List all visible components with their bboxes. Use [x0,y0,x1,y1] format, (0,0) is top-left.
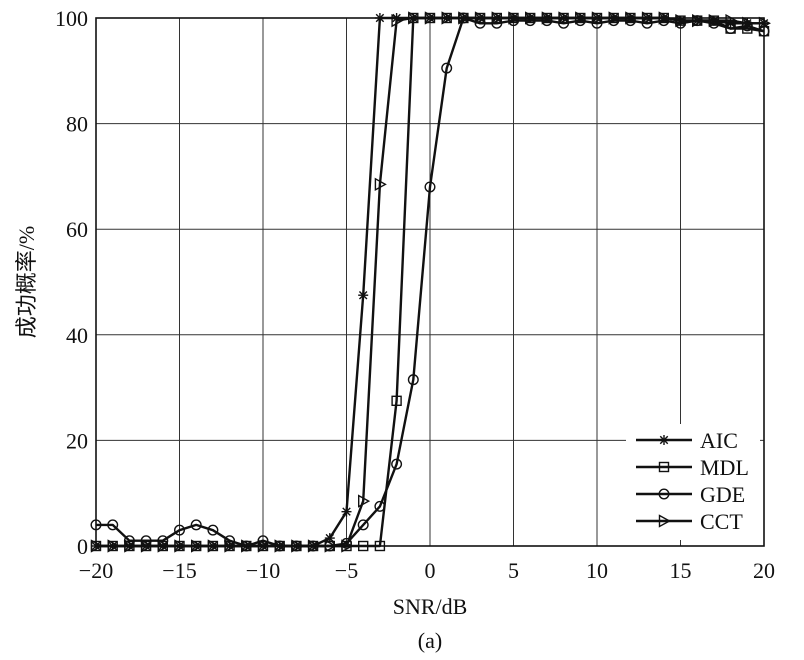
y-tick-label: 0 [77,534,88,559]
x-tick-label: −20 [79,558,113,583]
legend-entry-gde: GDE [636,482,745,507]
data-point-gde [357,519,369,531]
y-tick-labels: 0 20 40 60 80 100 [55,6,88,559]
y-tick-label: 20 [66,428,88,453]
legend-label-mdl: MDL [700,455,749,480]
data-point-cct [358,494,371,508]
data-point-gde [173,524,185,536]
data-point-aic [358,290,369,301]
legend-entry-cct: CCT [636,509,743,534]
x-tick-label: −5 [335,558,358,583]
x-tick-labels: −20 −15 −10 −5 0 5 10 15 20 [79,558,775,583]
legend-label-cct: CCT [700,509,743,534]
data-point-gde [107,519,119,531]
data-point-aic [341,506,352,517]
legend-marker-aic [659,435,669,445]
x-tick-label: 5 [508,558,519,583]
x-tick-label: 10 [586,558,608,583]
x-tick-label: 20 [753,558,775,583]
y-tick-label: 80 [66,112,88,137]
y-tick-label: 100 [55,6,88,31]
figure-caption: (a) [418,628,442,653]
data-point-gde [190,519,202,531]
x-tick-label: 0 [425,558,436,583]
legend-marker-gde [658,488,670,500]
legend-entry-mdl: MDL [636,455,749,480]
legend-label-aic: AIC [700,428,738,453]
plot-frame [95,17,765,547]
x-axis-label: SNR/dB [393,594,468,619]
y-axis-label: 成功概率/% [14,226,39,338]
legend-marker-mdl [658,461,670,473]
data-point-gde [424,181,436,193]
y-tick-label: 60 [66,217,88,242]
legend-entry-aic: AIC [636,428,738,453]
data-point-mdl [391,395,402,406]
series-line-gde [96,16,765,548]
data-point-cct [374,177,387,192]
grid-lines [96,18,764,546]
data-point-gde [441,62,453,74]
data-point-gde [374,500,386,512]
x-tick-label: 15 [670,558,692,583]
legend-marker-cct [658,514,671,528]
y-tick-label: 40 [66,323,88,348]
data-point-cct [742,16,755,30]
data-point-gde [391,458,403,470]
legend-label-gde: GDE [700,482,745,507]
data-point-gde [407,374,419,386]
data-point-gde [207,524,219,536]
x-tick-label: −15 [162,558,196,583]
x-tick-label: −10 [246,558,280,583]
